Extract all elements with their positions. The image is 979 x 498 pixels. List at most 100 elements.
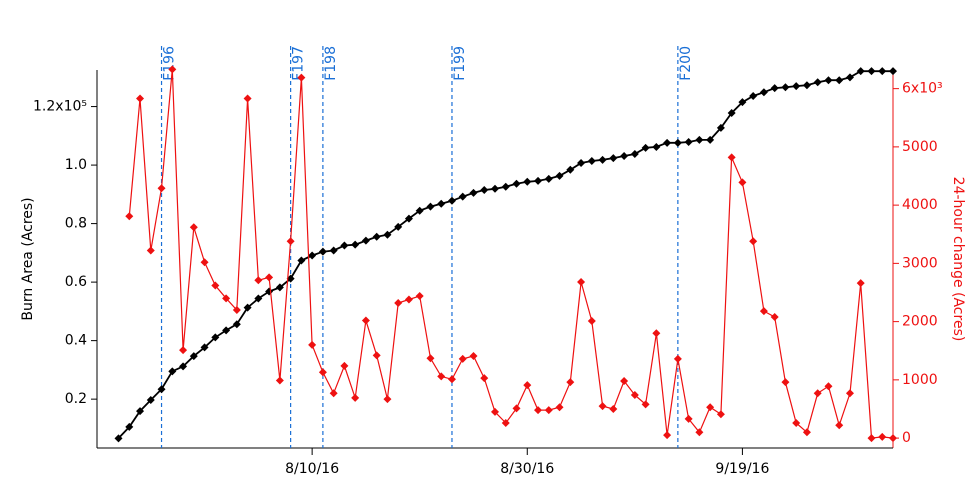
data-point [684, 414, 693, 423]
data-point [426, 354, 435, 363]
data-point [555, 403, 564, 412]
data-point [845, 389, 854, 398]
data-point [663, 431, 672, 440]
data-point [404, 295, 413, 304]
data-point [641, 400, 650, 409]
annotation-label: F200 [678, 46, 694, 81]
data-point [534, 176, 543, 185]
data-point [469, 188, 478, 197]
data-point [727, 109, 736, 118]
data-point [889, 434, 897, 443]
data-point [867, 434, 876, 443]
y2-tick-label: 1000 [902, 372, 938, 388]
data-point [329, 389, 338, 398]
data-point [824, 382, 833, 391]
y-tick-label: 1.2x10⁵ [33, 99, 87, 115]
data-point [146, 396, 155, 405]
data-point [652, 142, 661, 151]
data-point [598, 155, 607, 164]
y-tick-label: 1.0 [65, 157, 87, 173]
data-point [878, 432, 887, 441]
data-point [577, 159, 586, 168]
y2-tick-label: 0 [902, 430, 911, 446]
data-point [179, 362, 188, 371]
data-point [168, 367, 177, 376]
data-point [426, 202, 435, 211]
data-point [222, 294, 231, 303]
data-point [684, 137, 693, 146]
data-point [275, 283, 284, 292]
data-point [566, 165, 575, 174]
data-point [125, 422, 134, 431]
data-point [716, 410, 725, 419]
data-point [480, 185, 489, 194]
data-point [437, 372, 446, 381]
data-point [856, 279, 865, 288]
data-point [716, 123, 725, 132]
data-point [663, 138, 672, 147]
data-point [469, 351, 478, 360]
data-point [136, 407, 145, 416]
data-point [275, 376, 284, 385]
data-point [577, 278, 586, 287]
data-point [781, 378, 790, 387]
data-point [813, 389, 822, 398]
data-point [232, 320, 241, 329]
data-point [802, 428, 811, 437]
y-tick-label: 0.2 [65, 391, 87, 407]
data-point [157, 184, 166, 193]
data-point [512, 179, 521, 188]
data-point [523, 177, 532, 186]
annotation-label: F198 [323, 46, 339, 81]
data-point [146, 246, 155, 255]
data-point [458, 354, 467, 363]
y-tick-label: 0.6 [65, 274, 87, 290]
annotation-label: F196 [162, 46, 178, 81]
data-point [340, 361, 349, 370]
data-point [792, 82, 801, 91]
data-point [641, 143, 650, 152]
data-point [372, 232, 381, 241]
data-point [491, 407, 499, 416]
data-point [770, 312, 779, 321]
data-point [179, 346, 188, 355]
data-point [437, 199, 446, 208]
data-point [243, 94, 252, 103]
series-line [117, 70, 893, 439]
data-point [889, 67, 897, 76]
data-point [125, 212, 134, 221]
y-tick-label: 0.8 [65, 216, 87, 232]
data-point [544, 406, 553, 415]
data-point [286, 274, 295, 283]
data-point [211, 281, 220, 290]
x-tick-label: 8/10/16 [285, 461, 339, 477]
data-point [695, 428, 704, 437]
data-point [318, 368, 327, 377]
data-point [749, 237, 758, 246]
y2-tick-label: 6x10³ [902, 81, 943, 97]
data-point [286, 237, 295, 246]
data-point [759, 88, 768, 97]
data-point [523, 381, 532, 390]
data-point [114, 434, 123, 443]
data-point [587, 317, 596, 326]
y2-axis-label: 24-hour change (Acres) [950, 177, 966, 342]
data-point [480, 374, 489, 383]
x-tick-label: 8/30/16 [500, 461, 554, 477]
data-point [802, 81, 811, 90]
data-point [211, 333, 220, 342]
data-point [501, 418, 510, 427]
y2-tick-label: 5000 [902, 139, 938, 155]
data-point [620, 377, 629, 386]
data-point [361, 236, 370, 245]
data-point [749, 92, 758, 101]
data-point [157, 385, 166, 394]
x-tick-label: 9/19/16 [715, 461, 769, 477]
y-axis-label: Burn Area (Acres) [20, 197, 36, 320]
y2-tick-label: 2000 [902, 314, 938, 330]
data-point [297, 73, 306, 82]
data-point [351, 240, 360, 249]
data-point [340, 241, 349, 250]
data-point [232, 305, 241, 314]
data-point [770, 84, 779, 93]
